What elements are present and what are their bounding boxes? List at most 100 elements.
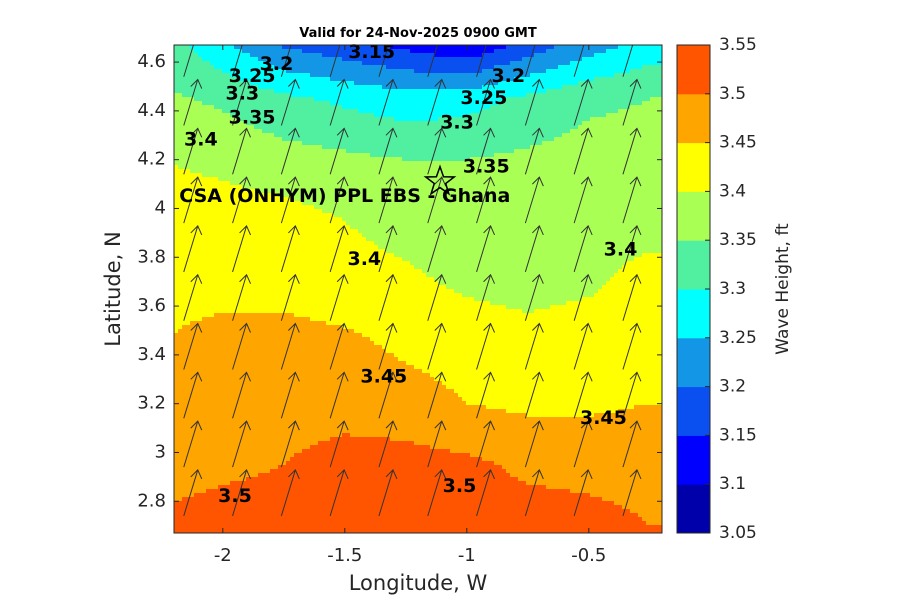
field-cell — [246, 125, 251, 130]
field-cell — [502, 109, 507, 114]
field-cell — [598, 73, 603, 78]
field-cell — [330, 157, 335, 162]
field-cell — [246, 145, 251, 150]
field-cell — [598, 161, 603, 166]
field-cell — [606, 201, 611, 206]
field-cell — [594, 93, 599, 98]
field-cell — [382, 141, 387, 146]
field-cell — [622, 49, 627, 54]
field-cell — [314, 105, 319, 110]
field-cell — [290, 197, 295, 202]
field-cell — [230, 65, 235, 70]
field-cell — [638, 109, 643, 114]
field-cell — [410, 145, 415, 150]
field-cell — [418, 97, 423, 102]
field-cell — [622, 197, 627, 202]
field-cell — [234, 89, 239, 94]
field-cell — [442, 157, 447, 162]
field-cell — [466, 125, 471, 130]
field-cell — [406, 177, 411, 182]
field-cell — [274, 65, 279, 70]
field-cell — [322, 101, 327, 106]
field-cell — [566, 181, 571, 186]
field-cell — [622, 93, 627, 98]
field-cell — [438, 193, 443, 198]
field-cell — [642, 113, 647, 118]
field-cell — [198, 185, 203, 190]
field-cell — [194, 185, 199, 190]
field-cell — [358, 73, 363, 78]
field-cell — [558, 197, 563, 202]
field-cell — [430, 201, 435, 206]
field-cell — [426, 97, 431, 102]
field-cell — [582, 65, 587, 70]
field-cell — [586, 73, 591, 78]
field-cell — [566, 49, 571, 54]
field-cell — [422, 57, 427, 62]
field-cell — [650, 105, 655, 110]
field-cell — [502, 157, 507, 162]
field-cell — [334, 189, 339, 194]
field-cell — [634, 157, 639, 162]
field-cell — [406, 141, 411, 146]
field-cell — [334, 93, 339, 98]
field-cell — [510, 117, 515, 122]
field-cell — [398, 93, 403, 98]
field-cell — [238, 205, 243, 210]
field-cell — [230, 185, 235, 190]
field-cell — [346, 81, 351, 86]
field-cell — [286, 61, 291, 66]
field-cell — [402, 105, 407, 110]
field-cell — [534, 49, 539, 54]
field-cell — [322, 149, 327, 154]
field-cell — [230, 125, 235, 130]
field-cell — [478, 65, 483, 70]
field-cell — [258, 169, 263, 174]
field-cell — [242, 145, 247, 150]
field-cell — [258, 53, 263, 58]
field-cell — [602, 189, 607, 194]
field-cell — [418, 81, 423, 86]
field-cell — [354, 193, 359, 198]
field-cell — [486, 201, 491, 206]
field-cell — [390, 117, 395, 122]
field-cell — [570, 85, 575, 90]
field-cell — [482, 113, 487, 118]
field-cell — [570, 113, 575, 118]
field-cell — [338, 173, 343, 178]
field-cell — [574, 137, 579, 142]
field-cell — [498, 169, 503, 174]
field-cell — [214, 141, 219, 146]
field-cell — [310, 181, 315, 186]
field-cell — [202, 161, 207, 166]
field-cell — [386, 169, 391, 174]
field-cell — [294, 85, 299, 90]
field-cell — [298, 185, 303, 190]
field-cell — [458, 65, 463, 70]
field-cell — [218, 193, 223, 198]
field-cell — [626, 45, 631, 50]
field-cell — [430, 125, 435, 130]
field-cell — [398, 117, 403, 122]
field-cell — [506, 109, 511, 114]
field-cell — [550, 121, 555, 126]
field-cell — [638, 65, 643, 70]
field-cell — [578, 89, 583, 94]
field-cell — [194, 57, 199, 62]
field-cell — [326, 141, 331, 146]
field-cell — [318, 69, 323, 74]
field-cell — [550, 129, 555, 134]
field-cell — [230, 81, 235, 86]
field-cell — [402, 89, 407, 94]
field-cell — [198, 49, 203, 54]
field-cell — [542, 89, 547, 94]
field-cell — [654, 201, 659, 206]
field-cell — [546, 145, 551, 150]
field-cell — [182, 177, 187, 182]
field-cell — [598, 125, 603, 130]
field-cell — [322, 193, 327, 198]
field-cell — [302, 69, 307, 74]
field-cell — [494, 145, 499, 150]
field-cell — [430, 117, 435, 122]
field-cell — [290, 101, 295, 106]
